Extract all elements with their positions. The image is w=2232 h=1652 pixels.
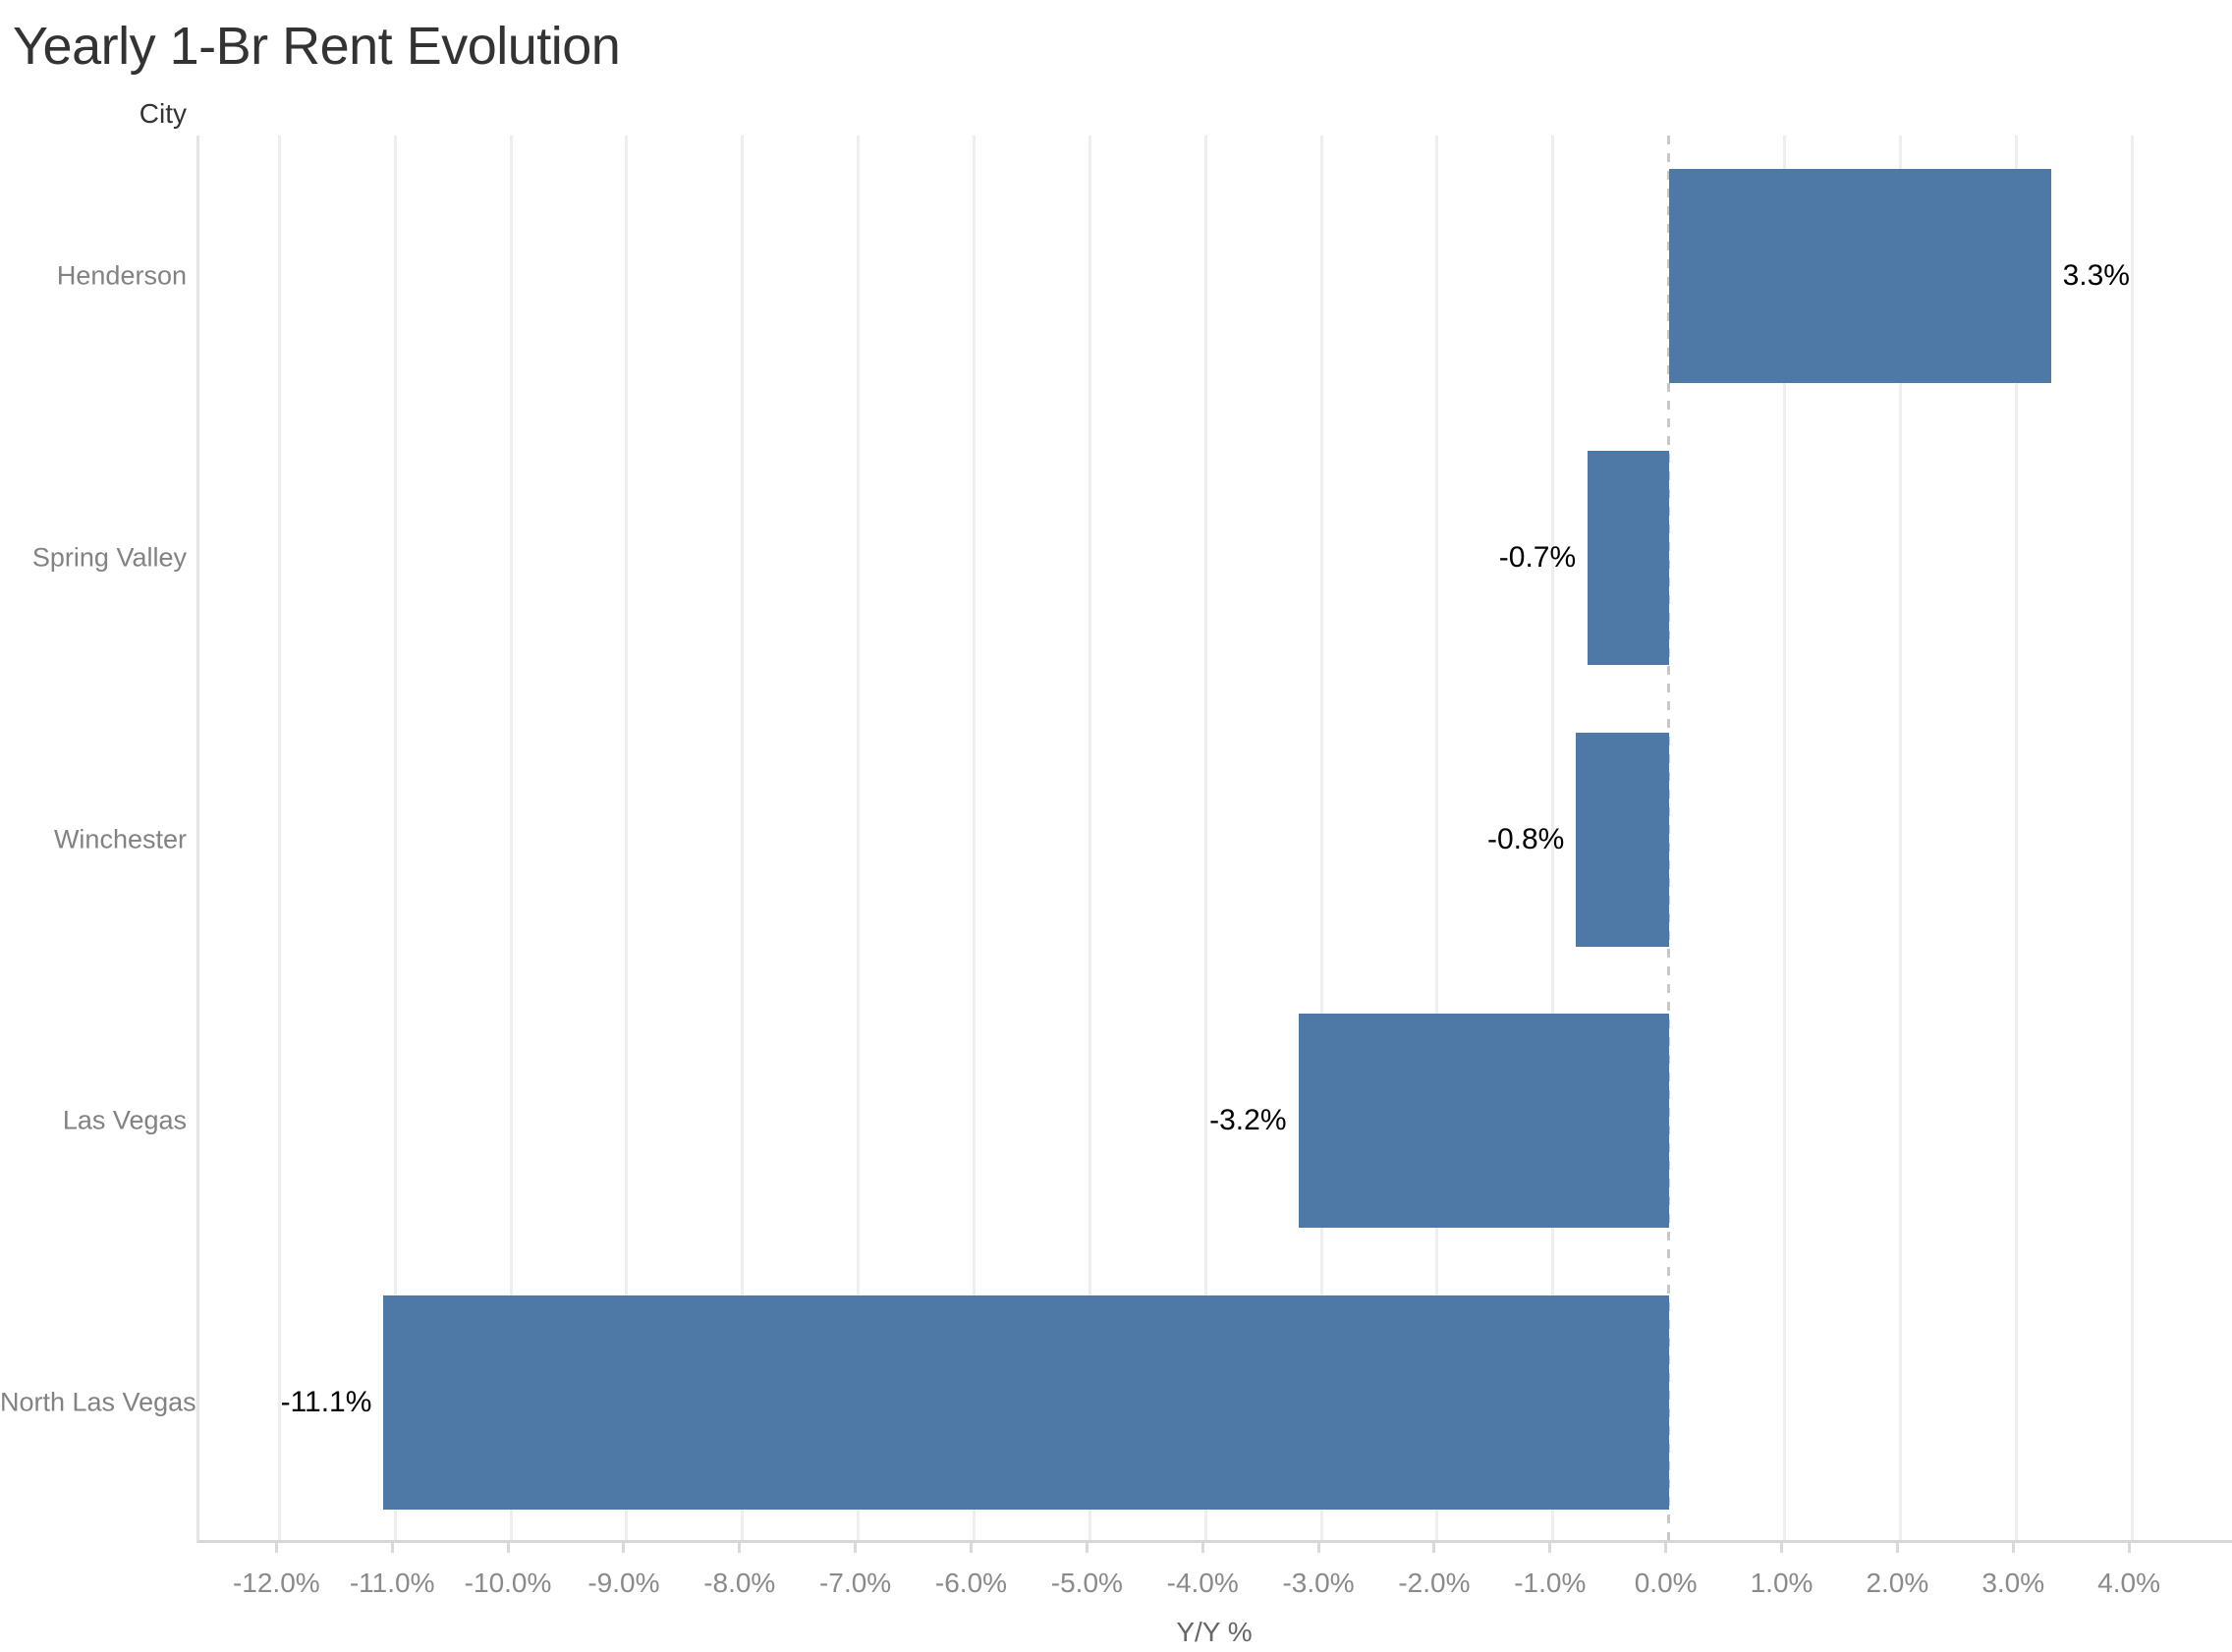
x-tick-mark [854,1543,858,1553]
category-label: Henderson [56,260,187,291]
x-tick-label: -10.0% [464,1568,552,1598]
x-tick-label: -2.0% [1398,1568,1471,1598]
x-tick-label: -4.0% [1166,1568,1239,1598]
bar-value-label: -0.7% [1498,540,1577,574]
bar[interactable] [1668,169,2051,384]
x-tick-mark [1548,1543,1552,1553]
gridline [1319,136,1323,1540]
x-tick-label: 1.0% [1750,1568,1814,1598]
bar-value-label: -0.8% [1486,822,1565,855]
x-tick-label: -3.0% [1282,1568,1355,1598]
bar-value-label: 3.3% [2062,259,2130,293]
x-tick-label: 2.0% [1866,1568,1929,1598]
chart-title: Yearly 1-Br Rent Evolution [13,17,621,76]
gridline [625,136,629,1540]
category-axis: Henderson Spring Valley Winchester Las Vega… [0,136,196,1543]
gridline [1898,136,1902,1540]
x-tick-mark [1664,1543,1668,1553]
x-tick-label: -8.0% [703,1568,776,1598]
x-tick-mark [2011,1543,2015,1553]
gridline [1203,136,1207,1540]
bar-value-label: -11.1% [280,1385,372,1418]
x-tick-mark [2127,1543,2131,1553]
bar[interactable] [1576,732,1669,947]
gridline [1551,136,1555,1540]
x-tick-label: -11.0% [349,1568,435,1598]
bar[interactable] [1298,1014,1669,1229]
x-tick-mark [390,1543,394,1553]
bar[interactable] [383,1294,1669,1510]
x-tick-label: 4.0% [2097,1568,2160,1598]
category-label: Winchester [53,824,187,854]
x-tick-label: 3.0% [1981,1568,2045,1598]
plot-area: 3.3% -0.7% -0.8% -3.2% -11.1% [196,136,2232,1543]
category-label: Las Vegas [62,1105,187,1135]
x-tick-mark [1200,1543,1204,1553]
gridline [2130,136,2134,1540]
gridline [393,136,397,1540]
gridline [277,136,281,1540]
gridline [509,136,513,1540]
x-tick-label: -12.0% [232,1568,320,1598]
x-tick-mark [738,1543,742,1553]
gridline [2014,136,2018,1540]
x-axis-title: Y/Y % [1176,1617,1253,1647]
x-tick-label: -1.0% [1514,1568,1587,1598]
gridline [972,136,976,1540]
bar[interactable] [1588,450,1669,665]
x-tick-label: -5.0% [1050,1568,1123,1598]
gridline [1783,136,1787,1540]
x-tick-mark [1316,1543,1320,1553]
x-tick-mark [274,1543,278,1553]
x-tick-mark [1432,1543,1436,1553]
x-tick-label: -6.0% [934,1568,1008,1598]
x-tick-label: 0.0% [1634,1568,1698,1598]
bar-value-label: -3.2% [1209,1104,1287,1137]
gridline [857,136,861,1540]
x-tick-mark [622,1543,626,1553]
gridline [1088,136,1091,1540]
x-tick-label: -7.0% [819,1568,892,1598]
gridline [741,136,745,1540]
category-label: Spring Valley [31,542,187,573]
x-tick-mark [1895,1543,1899,1553]
gridline [1435,136,1439,1540]
x-tick-mark [1780,1543,1784,1553]
category-label: North Las Vegas [0,1387,196,1417]
zero-reference-line [1667,136,1671,1540]
x-tick-label: -9.0% [587,1568,660,1598]
x-tick-mark [969,1543,973,1553]
y-axis-header: City [139,98,187,129]
x-tick-mark [506,1543,510,1553]
x-tick-mark [1085,1543,1088,1553]
